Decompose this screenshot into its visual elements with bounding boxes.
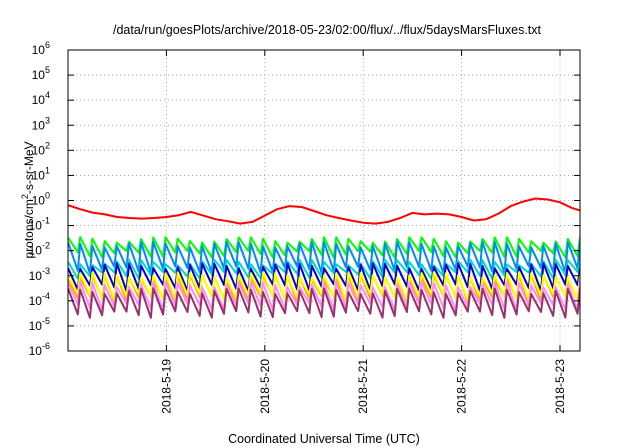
y-tick-label: 10-1: [29, 216, 50, 233]
series-line: [68, 236, 580, 259]
series-line: [68, 258, 580, 280]
series-line: [68, 241, 580, 275]
series-line: [68, 281, 580, 312]
x-axis-label: Coordinated Universal Time (UTC): [228, 432, 420, 446]
x-tick-label: 2018-5-20: [258, 359, 272, 414]
y-tick-label: 105: [32, 65, 50, 82]
y-tick-label: 10-3: [29, 266, 50, 283]
chart-title: /data/run/goesPlots/archive/2018-05-23/0…: [113, 23, 542, 37]
series-layer: [68, 197, 580, 319]
y-tick-label: 10-6: [29, 341, 50, 358]
x-axis: 2018-5-19 2018-5-20 2018-5-21 2018-5-22 2018…: [159, 50, 567, 414]
y-tick-label: 10-2: [29, 241, 50, 258]
y-tick-label: 10-4: [29, 291, 50, 308]
y-tick-label: 106: [32, 40, 50, 57]
series-line: [68, 271, 580, 302]
x-tick-label: 2018-5-22: [455, 359, 469, 414]
y-tick-label: 104: [32, 90, 50, 107]
y-tick-label: 100: [32, 191, 50, 208]
series-line: [68, 197, 580, 225]
y-tick-label: 103: [32, 115, 50, 132]
y-tick-label: 101: [32, 165, 50, 182]
y-tick-label: 102: [32, 140, 50, 157]
y-axis: 10-6 10-5 10-4 10-3 10-2 10-1 100 101 102 103 104 1…: [29, 40, 580, 358]
x-tick-label: 2018-5-21: [356, 359, 370, 414]
y-axis-label: protons/cm2-s-sr-MeV: [20, 141, 36, 258]
series-line: [68, 262, 580, 293]
y-tick-label: 10-5: [29, 316, 50, 333]
x-tick-label: 2018-5-23: [553, 359, 567, 414]
x-tick-label: 2018-5-19: [159, 359, 173, 414]
series-line: [68, 287, 580, 319]
